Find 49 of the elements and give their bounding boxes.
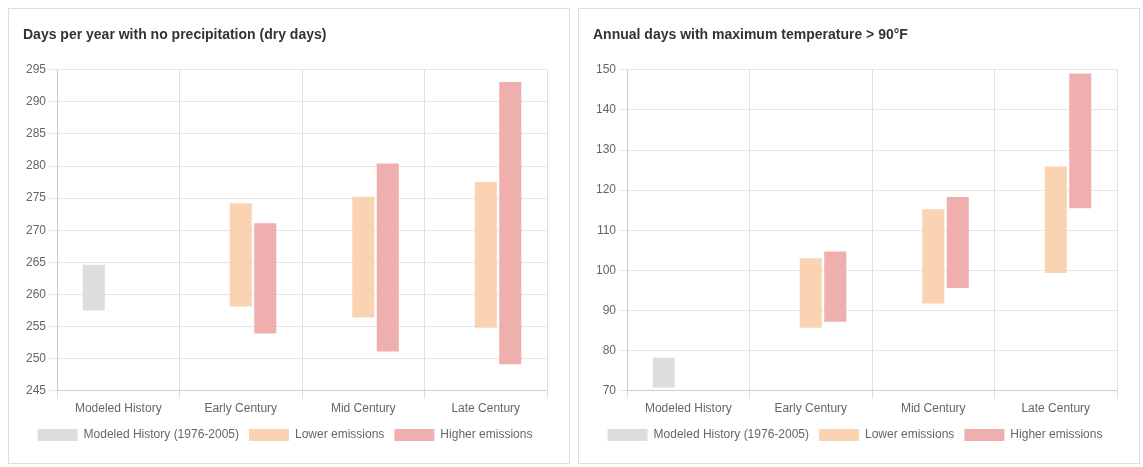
bar (922, 209, 945, 304)
bar (376, 163, 399, 352)
y-tick-label: 285 (25, 126, 47, 141)
chart-title: Annual days with maximum temperature > 90°F (593, 26, 909, 43)
y-tick-label: 295 (25, 62, 47, 77)
legend-label: Modeled History (1976-2005) (83, 427, 240, 442)
y-tick-label: 280 (25, 158, 47, 173)
y-tick-label: 270 (25, 222, 47, 237)
x-tick-label: Modeled History (74, 401, 162, 416)
y-tick-label: 130 (595, 142, 617, 157)
bar (1044, 166, 1067, 274)
y-tick-label: 120 (595, 182, 617, 197)
y-tick-label: 255 (25, 318, 47, 333)
x-tick-label: Late Century (1021, 401, 1091, 416)
y-tick-label: 265 (25, 254, 47, 269)
y-tick-label: 275 (25, 190, 47, 205)
y-tick-label: 100 (595, 262, 617, 277)
bar (229, 203, 252, 307)
bar (652, 357, 675, 388)
x-tick-label: Late Century (451, 401, 521, 416)
y-tick-label: 80 (602, 342, 617, 357)
bar (352, 196, 375, 318)
y-tick-label: 245 (25, 382, 47, 397)
bar (824, 251, 847, 322)
legend-label: Higher emissions (440, 427, 533, 442)
bar (254, 223, 277, 334)
bar (474, 182, 497, 328)
chart-title: Days per year with no precipitation (dry days) (23, 26, 327, 43)
y-tick-label: 290 (25, 94, 47, 109)
y-tick-label: 110 (596, 222, 617, 237)
bar (946, 196, 969, 288)
x-tick-label: Mid Century (330, 401, 396, 416)
legend-label: Modeled History (1976-2005) (653, 427, 810, 442)
x-tick-label: Mid Century (900, 401, 966, 416)
bar (1069, 73, 1092, 209)
x-tick-label: Modeled History (644, 401, 732, 416)
bar (799, 258, 822, 328)
y-tick-label: 260 (25, 286, 47, 301)
x-tick-label: Early Century (204, 401, 278, 416)
y-tick-label: 140 (595, 102, 617, 117)
legend-label: Higher emissions (1010, 427, 1103, 442)
y-tick-label: 70 (602, 382, 617, 397)
legend-label: Lower emissions (865, 427, 955, 442)
bar (499, 81, 522, 365)
y-tick-label: 90 (602, 302, 617, 317)
x-tick-label: Early Century (774, 401, 848, 416)
y-tick-label: 250 (25, 350, 47, 365)
legend-label: Lower emissions (295, 427, 385, 442)
y-tick-label: 150 (595, 62, 617, 77)
